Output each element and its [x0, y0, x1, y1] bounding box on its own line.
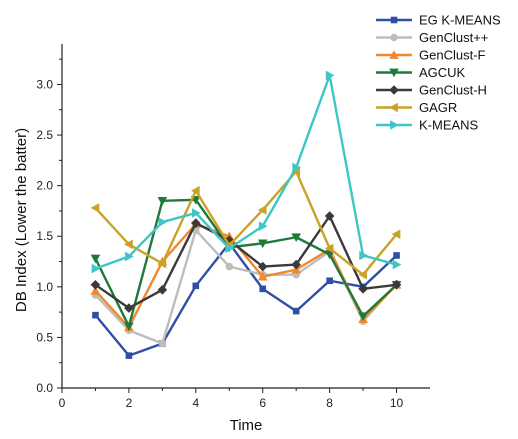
data-point-k-means	[158, 217, 168, 227]
data-point-k-means	[225, 243, 235, 254]
data-point-agcuk	[324, 250, 335, 260]
data-point-agcuk	[257, 239, 268, 249]
data-point-k-means	[359, 250, 368, 261]
data-point-gagr	[191, 185, 200, 196]
series-line-genclust-f	[94, 222, 398, 329]
legend-label: GenClust++	[419, 30, 488, 45]
data-point-gagr	[324, 243, 334, 254]
y-tick-label: 2.0	[36, 179, 53, 193]
data-point-k-means	[125, 251, 134, 262]
data-point-genclust-h	[324, 211, 335, 221]
legend-label: EG K-MEANS	[419, 13, 501, 28]
data-point-genclust-h	[157, 285, 168, 295]
legend-marker	[390, 120, 399, 130]
x-tick-label: 10	[390, 396, 404, 410]
data-point-agcuk	[291, 233, 301, 243]
series-gagr	[90, 166, 401, 280]
data-point-genclust	[225, 262, 234, 271]
x-tick-label: 8	[326, 396, 333, 410]
data-point-eg-k-means	[326, 277, 333, 285]
data-point-gagr	[157, 258, 167, 269]
data-point-k-means	[392, 259, 402, 270]
series-line-genclust-h	[94, 214, 397, 310]
data-point-gagr	[124, 239, 133, 250]
data-point-genclust-f	[257, 271, 268, 281]
legend-item-genclust-f: GenClust-F	[376, 48, 486, 63]
data-point-genclust-h	[90, 280, 101, 290]
chart-series	[90, 70, 402, 359]
legend-item-eg-k-means: EG K-MEANS	[376, 13, 501, 28]
legend-label: GenClust-F	[419, 48, 486, 63]
data-point-k-means	[191, 208, 201, 218]
data-point-gagr	[358, 269, 367, 280]
data-point-genclust-h	[191, 218, 201, 228]
data-point-eg-k-means	[192, 282, 200, 290]
legend-marker	[389, 68, 399, 78]
data-point-genclust	[158, 339, 167, 348]
y-tick-label: 1.0	[36, 280, 53, 294]
data-point-genclust-h	[257, 261, 268, 272]
series-line-agcuk	[94, 198, 398, 328]
data-point-eg-k-means	[259, 285, 267, 293]
series-line-k-means	[95, 74, 397, 270]
data-point-eg-k-means	[92, 311, 99, 319]
legend-marker	[389, 50, 399, 59]
data-point-eg-k-means	[292, 307, 300, 315]
data-point-agcuk	[157, 196, 168, 206]
legend-label: K-MEANS	[419, 118, 479, 133]
x-tick-label: 6	[259, 396, 266, 410]
data-point-k-means	[292, 162, 301, 173]
chart-legend: EG K-MEANS GenClust++ GenClust-F AGCUK GenCl…	[376, 13, 501, 133]
data-point-agcuk	[90, 254, 101, 264]
data-point-gagr	[90, 203, 100, 213]
legend-item-genclust: GenClust++	[376, 30, 488, 45]
legend-item-genclust-h: GenClust-H	[376, 83, 487, 98]
legend-item-gagr: GAGR	[376, 100, 457, 115]
legend-marker	[390, 33, 398, 42]
series-genclust-h	[90, 211, 402, 313]
legend-label: GAGR	[419, 100, 457, 115]
data-point-genclust-h	[124, 303, 134, 313]
x-tick-label: 0	[59, 396, 66, 410]
series-line-gagr	[94, 170, 398, 276]
y-tick-label: 0.0	[36, 381, 53, 395]
data-point-genclust-h	[358, 284, 368, 294]
data-point-genclust-h	[291, 259, 301, 270]
data-point-k-means	[325, 70, 335, 81]
data-point-eg-k-means	[393, 252, 400, 259]
data-point-gagr	[391, 229, 401, 240]
y-tick-label: 1.5	[36, 229, 53, 243]
data-point-genclust-h	[391, 280, 402, 290]
legend-item-k-means: K-MEANS	[376, 118, 479, 133]
y-tick-label: 0.5	[36, 330, 53, 344]
y-tick-label: 3.0	[36, 77, 53, 91]
series-k-means	[91, 70, 402, 274]
data-point-gagr	[257, 205, 267, 215]
legend-label: GenClust-H	[419, 83, 487, 98]
legend-item-agcuk: AGCUK	[376, 65, 466, 80]
legend-marker	[390, 16, 398, 24]
data-point-k-means	[258, 221, 268, 231]
data-point-eg-k-means	[125, 352, 133, 359]
x-tick-label: 2	[126, 396, 133, 410]
data-point-k-means	[91, 263, 101, 274]
x-tick-label: 4	[192, 396, 199, 410]
y-tick-label: 2.5	[36, 128, 53, 142]
chart-axes: 0 2 4 6 8 10 0.0 0.5 1.0 1.5 2.0 2.5 3.0	[36, 44, 430, 410]
legend-marker	[389, 85, 399, 95]
data-point-agcuk	[124, 322, 134, 332]
legend-label: AGCUK	[419, 65, 466, 80]
y-axis-title: DB Index (Lower the batter)	[13, 128, 30, 312]
x-axis-title: Time	[230, 417, 263, 434]
data-point-agcuk	[358, 312, 368, 321]
legend-marker	[389, 102, 398, 113]
data-point-genclust-f	[90, 286, 101, 295]
